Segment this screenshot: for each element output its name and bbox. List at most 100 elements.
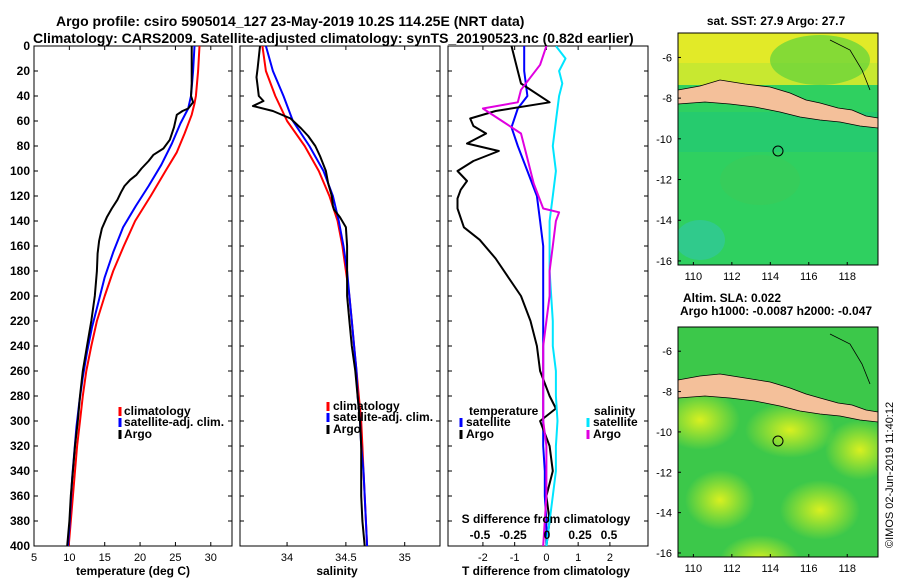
map-y-tick-label: -12 bbox=[656, 467, 672, 479]
map-x-tick-label: 118 bbox=[838, 563, 856, 575]
map-y-tick-label: -10 bbox=[656, 134, 672, 146]
map-x-tick-label: 114 bbox=[762, 271, 780, 283]
map-x-tick-label: 112 bbox=[723, 271, 741, 283]
series-line-argo bbox=[251, 46, 366, 546]
series-line-temperature-satellite bbox=[510, 46, 548, 546]
map-y-tick-label: -14 bbox=[656, 215, 672, 227]
difference-axes-frame bbox=[447, 45, 649, 547]
map-x-tick-label: 116 bbox=[800, 271, 818, 283]
x-tick-label: 30 bbox=[205, 552, 217, 564]
series-line-satellite-adj-clim- bbox=[264, 46, 369, 546]
y-tick-label: 280 bbox=[10, 389, 30, 403]
y-tick-label: 40 bbox=[17, 89, 31, 103]
sst-map-title: sat. SST: 27.9 Argo: 27.7 bbox=[707, 14, 846, 28]
sla-map-title: Altim. SLA: 0.022 bbox=[683, 291, 781, 305]
s-tick-label: 0.25 bbox=[568, 528, 592, 542]
imos-credit: ©IMOS 02-Jun-2019 11:40:12 bbox=[884, 402, 896, 548]
map-x-tick-label: 114 bbox=[762, 563, 780, 575]
map-x-tick-label: 118 bbox=[838, 271, 856, 283]
x-tick-label: 5 bbox=[31, 552, 37, 564]
map-y-tick-label: -8 bbox=[662, 387, 672, 399]
x-tick-label: 10 bbox=[63, 552, 75, 564]
temperature-axes-frame bbox=[33, 45, 233, 547]
legend-t-argo: Argo bbox=[466, 427, 494, 441]
series-line-climatology bbox=[67, 46, 201, 546]
legend-s-satellite: satellite bbox=[593, 415, 638, 429]
sst-map-image bbox=[678, 33, 878, 265]
x-tick-label: 34.5 bbox=[335, 552, 356, 564]
y-tick-label: 340 bbox=[10, 464, 30, 478]
legend-salinity-title: salinity bbox=[594, 404, 636, 418]
coastline bbox=[829, 39, 871, 91]
sst-patch bbox=[678, 220, 725, 260]
series-line-salinity-argo bbox=[481, 46, 561, 546]
s-tick-labels: -0.5 -0.25 0 0.25 0.5 bbox=[470, 528, 618, 542]
series-line-argo bbox=[66, 46, 195, 546]
temperature-xlabel: temperature (deg C) bbox=[76, 564, 190, 578]
depth-ticks: 0 20 40 60 80 100 120 140 160 180 200 220 240 260 280 3… bbox=[10, 39, 232, 553]
sst-map-ticks: 110 112 114 116 118 -6 -8 -10 -12 -14 -16 bbox=[656, 52, 856, 283]
temperature-x-ticks: 5 10 15 20 25 30 bbox=[31, 46, 217, 564]
s-tick-label: 0.5 bbox=[601, 528, 618, 542]
title-line2: Climatology: CARS2009. Satellite-adjuste… bbox=[33, 30, 634, 46]
sla-map-frame bbox=[677, 326, 879, 558]
map-x-tick-label: 116 bbox=[800, 563, 818, 575]
sst-map-panel: sat. SST: 27.9 Argo: 27.7 110 112 114 116 11… bbox=[656, 14, 879, 283]
sst-map-frame bbox=[677, 32, 879, 266]
s-tick-label: -0.25 bbox=[499, 528, 527, 542]
title-line1: Argo profile: csiro 5905014_127 23-May-2… bbox=[56, 13, 524, 29]
map-y-tick-label: -6 bbox=[662, 346, 672, 358]
y-tick-label: 220 bbox=[10, 314, 30, 328]
legend-satellite: satellite-adj. clim. bbox=[124, 415, 224, 429]
sla-map-ticks: 110 112 114 116 118 -6 -8 -10 -12 -14 -16 bbox=[656, 346, 856, 575]
salinity-depth-ticks bbox=[240, 45, 440, 547]
map-y-tick-label: -10 bbox=[656, 427, 672, 439]
y-tick-label: 160 bbox=[10, 239, 30, 253]
y-tick-label: 320 bbox=[10, 439, 30, 453]
sla-map-subtitle: Argo h1000: -0.0087 h2000: -0.047 bbox=[680, 304, 872, 318]
map-x-tick-label: 112 bbox=[723, 563, 741, 575]
difference-lines bbox=[456, 46, 567, 546]
x-tick-label: 1 bbox=[575, 552, 581, 564]
salinity-panel: 34 34.5 35 salinity climatology satellite-… bbox=[239, 45, 441, 578]
sla-high-blob bbox=[780, 480, 860, 540]
x-tick-label: 20 bbox=[134, 552, 146, 564]
map-y-tick-label: -8 bbox=[662, 93, 672, 105]
sla-high-blob bbox=[678, 390, 740, 450]
sst-cool-patch bbox=[770, 35, 870, 85]
legend-temperature-title: temperature bbox=[469, 404, 539, 418]
argo-location-marker bbox=[772, 435, 784, 447]
temperature-legend: climatology satellite-adj. clim. Argo bbox=[118, 404, 224, 441]
legend-argo: Argo bbox=[333, 422, 361, 436]
difference-x-ticks: -2 -1 0 1 2 bbox=[478, 46, 613, 564]
x-tick-label: -1 bbox=[510, 552, 520, 564]
map-x-tick-label: 110 bbox=[685, 271, 703, 283]
salinity-xlabel: salinity bbox=[316, 564, 358, 578]
y-tick-label: 360 bbox=[10, 489, 30, 503]
salinity-lines bbox=[251, 46, 369, 546]
x-tick-label: -2 bbox=[478, 552, 488, 564]
java-landmass bbox=[678, 373, 878, 423]
sst-patch bbox=[720, 155, 800, 205]
sla-map-image bbox=[678, 327, 878, 557]
java-landmass bbox=[678, 79, 878, 129]
y-tick-label: 240 bbox=[10, 339, 30, 353]
s-tick-label: 0 bbox=[544, 528, 551, 542]
difference-depth-ticks bbox=[448, 45, 648, 547]
map-y-tick-label: -12 bbox=[656, 175, 672, 187]
legend-argo: Argo bbox=[124, 427, 152, 441]
difference-legend-temperature: temperature satellite Argo bbox=[459, 404, 539, 441]
y-tick-label: 180 bbox=[10, 264, 30, 278]
y-tick-label: 260 bbox=[10, 364, 30, 378]
legend-climatology: climatology bbox=[124, 404, 191, 418]
sla-high-blob bbox=[825, 420, 878, 480]
y-tick-label: 300 bbox=[10, 414, 30, 428]
argo-location-marker bbox=[772, 145, 784, 157]
sla-high-blob bbox=[720, 535, 800, 557]
legend-satellite: satellite-adj. clim. bbox=[333, 410, 433, 424]
s-difference-xlabel: S difference from climatology bbox=[462, 512, 631, 526]
y-tick-label: 120 bbox=[10, 189, 30, 203]
x-tick-label: 15 bbox=[99, 552, 111, 564]
y-tick-label: 60 bbox=[17, 114, 31, 128]
